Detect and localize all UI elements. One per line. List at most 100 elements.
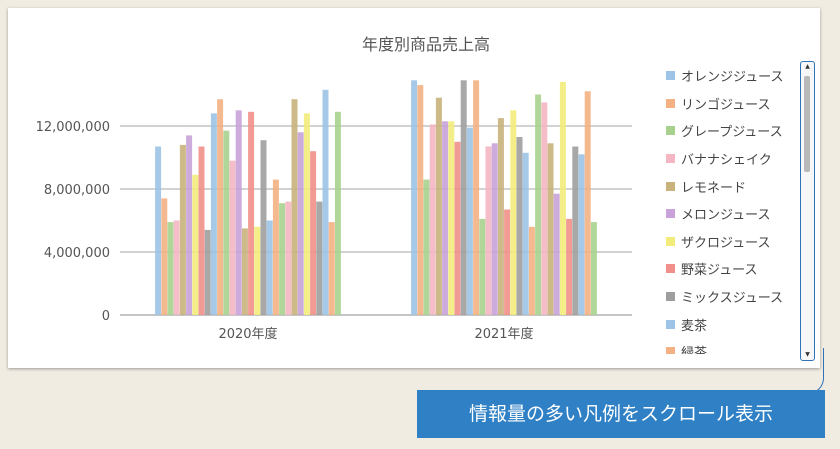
bar <box>198 146 205 315</box>
bar <box>204 229 211 315</box>
legend-swatch <box>666 71 675 81</box>
bar <box>241 228 248 315</box>
legend[interactable]: オレンジジュースリンゴジュースグレープジュース バナナシェイク レモネードメロンジュ… <box>666 62 798 354</box>
bar <box>473 80 480 315</box>
bar <box>192 174 199 315</box>
x-tick-label: 2020年度 <box>218 326 277 342</box>
bar <box>411 80 418 315</box>
legend-swatch <box>666 209 675 219</box>
bar <box>179 144 186 315</box>
scroll-thumb[interactable] <box>804 76 810 172</box>
bar <box>491 143 498 315</box>
legend-label: メロンジュース <box>681 208 771 224</box>
legend-swatch <box>666 264 675 274</box>
legend-item: 野菜ジュース <box>666 255 798 283</box>
bar <box>334 111 341 315</box>
legend-scrollbar[interactable]: ▲ ▼ <box>800 61 815 361</box>
bar <box>285 201 292 315</box>
chart-title: 年度別商品売上高 <box>362 35 490 54</box>
bar <box>460 80 467 315</box>
bar <box>566 218 573 315</box>
bar <box>229 160 236 315</box>
bar <box>442 121 449 315</box>
legend-item: レモネード <box>666 172 798 200</box>
bar <box>429 124 436 316</box>
bar <box>291 99 298 315</box>
legend-label: 麦茶 <box>681 318 708 334</box>
scroll-up-icon[interactable]: ▲ <box>805 63 810 70</box>
legend-label: レモネード <box>681 180 747 196</box>
legend-item: オレンジジュース <box>666 62 798 90</box>
bar <box>559 81 566 316</box>
bar <box>454 141 461 316</box>
bar <box>235 110 242 316</box>
legend-label: グレープジュース <box>681 125 783 141</box>
bar <box>260 140 267 315</box>
bar <box>223 130 230 315</box>
callout-connector <box>808 348 824 394</box>
scroll-down-icon[interactable]: ▼ <box>805 351 810 358</box>
bar <box>161 198 168 315</box>
legend-item: バナナシェイク <box>666 145 798 173</box>
bar <box>547 143 554 315</box>
bar-chart: 年度別商品売上高 0 4,000,000 8,000,000 12,000,000 202… <box>36 35 632 342</box>
bar <box>479 218 486 315</box>
bar <box>510 110 517 316</box>
bar <box>303 113 310 316</box>
bar <box>272 179 279 315</box>
legend-label: バナナシェイク <box>681 153 772 169</box>
bar <box>504 209 511 315</box>
bar <box>516 137 523 315</box>
bar <box>254 226 261 315</box>
bar <box>584 91 591 315</box>
legend-swatch <box>666 347 675 354</box>
bar <box>485 146 492 315</box>
bar <box>497 118 504 315</box>
bar <box>541 102 548 316</box>
bar <box>266 220 273 315</box>
legend-swatch <box>666 292 675 302</box>
legend-item: リンゴジュース <box>666 90 798 118</box>
bar <box>328 222 335 315</box>
y-tick-label: 12,000,000 <box>36 120 110 135</box>
bar <box>167 222 174 315</box>
legend-item: 麦茶 <box>666 310 798 338</box>
legend-swatch <box>666 236 675 246</box>
bar <box>173 220 180 315</box>
bar <box>217 99 224 315</box>
legend-item: メロンジュース <box>666 200 798 228</box>
bar <box>279 203 286 315</box>
bar <box>466 127 473 315</box>
legend-swatch <box>666 181 675 191</box>
bar <box>572 146 579 315</box>
bar <box>522 152 529 315</box>
legend-label: 野菜ジュース <box>681 263 758 279</box>
legend-swatch <box>666 126 675 136</box>
bar <box>186 135 193 315</box>
bar <box>417 85 424 315</box>
bar <box>435 97 442 315</box>
bar <box>535 94 542 315</box>
legend-label: オレンジジュース <box>681 70 784 86</box>
legend-item: 緑茶 <box>666 338 798 354</box>
bar <box>248 111 255 315</box>
bar <box>155 146 162 315</box>
callout-label: 情報量の多い凡例をスクロール表示 <box>417 390 825 438</box>
y-tick-label: 4,000,000 <box>44 246 110 261</box>
chart-panel: 年度別商品売上高 0 4,000,000 8,000,000 12,000,000 202… <box>8 8 820 368</box>
legend-item: ザクロジュース <box>666 228 798 256</box>
bar <box>448 121 455 315</box>
bar <box>578 154 585 315</box>
legend-swatch <box>666 98 675 108</box>
legend-swatch <box>666 154 675 164</box>
y-tick-label: 0 <box>102 309 110 324</box>
bar <box>322 89 329 315</box>
y-tick-label: 8,000,000 <box>44 183 110 198</box>
legend-item: ミックスジュース <box>666 283 798 311</box>
legend-item: グレープジュース <box>666 117 798 145</box>
legend-label: ミックスジュース <box>681 291 784 307</box>
bar <box>210 113 217 316</box>
x-tick-label: 2021年度 <box>474 326 533 342</box>
bar <box>590 222 597 315</box>
bar <box>528 226 535 315</box>
